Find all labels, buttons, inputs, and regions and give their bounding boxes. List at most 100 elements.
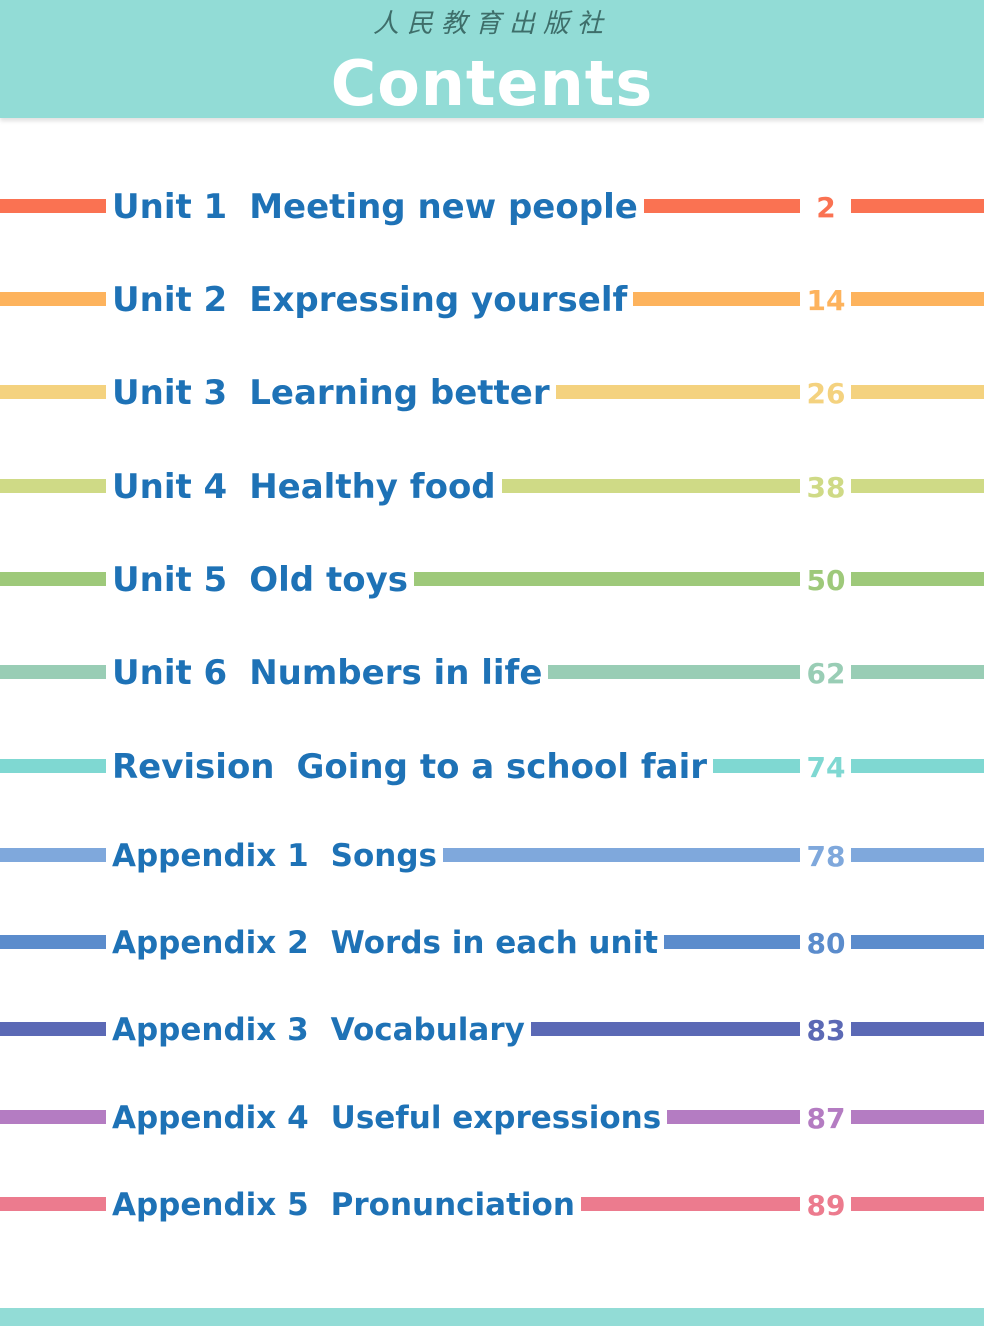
- toc-entry[interactable]: Appendix 5 Pronunciation 89: [0, 1175, 984, 1235]
- publisher-logo: 人民教育出版社: [372, 9, 611, 39]
- toc-entry-label: Appendix 1 Songs: [112, 826, 437, 886]
- color-bar-right: [851, 292, 984, 306]
- toc-entry-number: Appendix 5: [112, 1187, 309, 1223]
- color-bar-right: [851, 1110, 984, 1124]
- leader-bar: [414, 572, 800, 586]
- color-bar-right: [851, 479, 984, 493]
- toc-entry-page-number: 38: [806, 470, 846, 504]
- toc-entry-title: Learning better: [249, 373, 550, 413]
- toc-entry-label: Revision Going to a school fair: [112, 737, 707, 797]
- color-bar-right: [851, 385, 984, 399]
- toc-entry-page-number: 50: [806, 563, 846, 597]
- toc-entry-number: Unit 3: [112, 373, 228, 413]
- toc-entry-page-number: 80: [806, 926, 846, 960]
- toc-entry-title: Pronunciation: [330, 1187, 575, 1223]
- toc-entry-page-number: 74: [806, 750, 846, 784]
- toc-entry-label: Appendix 5 Pronunciation: [112, 1175, 575, 1235]
- toc-entry-number: Unit 2: [112, 280, 228, 320]
- toc-entry-label: Unit 1 Meeting new people: [112, 177, 638, 237]
- color-bar-left: [0, 1022, 106, 1036]
- toc-entry[interactable]: Unit 3 Learning better 26: [0, 363, 984, 423]
- toc-entry-title: Going to a school fair: [296, 747, 708, 787]
- toc-entry-title: Numbers in life: [249, 653, 543, 693]
- toc-entry[interactable]: Appendix 1 Songs 78: [0, 826, 984, 886]
- leader-bar: [556, 385, 800, 399]
- toc-entry-title: Meeting new people: [249, 187, 638, 227]
- toc-entry[interactable]: Unit 6 Numbers in life 62: [0, 643, 984, 703]
- toc-entry-page-number: 14: [806, 283, 846, 317]
- toc-entry-title: Healthy food: [249, 467, 496, 507]
- toc-entry-page-number: 83: [806, 1013, 846, 1047]
- toc-entry-number: Appendix 1: [112, 838, 309, 874]
- toc-entry[interactable]: Appendix 3 Vocabulary 83: [0, 1000, 984, 1060]
- color-bar-left: [0, 292, 106, 306]
- leader-bar: [548, 665, 800, 679]
- toc-entry[interactable]: Unit 1 Meeting new people 2: [0, 177, 984, 237]
- toc-entry[interactable]: Unit 2 Expressing yourself 14: [0, 270, 984, 330]
- leader-bar: [581, 1197, 800, 1211]
- toc-entry-title: Old toys: [249, 560, 408, 600]
- toc-entry-label: Appendix 2 Words in each unit: [112, 913, 658, 973]
- color-bar-left: [0, 665, 106, 679]
- toc-entry-label: Unit 3 Learning better: [112, 363, 550, 423]
- color-bar-right: [851, 572, 984, 586]
- leader-bar: [667, 1110, 800, 1124]
- toc-entry[interactable]: Revision Going to a school fair 74: [0, 737, 984, 797]
- toc-entry-number: Unit 6: [112, 653, 228, 693]
- toc-entry-page-number: 78: [806, 839, 846, 873]
- toc-entry-label: Unit 5 Old toys: [112, 550, 408, 610]
- footer-bar: [0, 1308, 984, 1326]
- color-bar-left: [0, 848, 106, 862]
- toc-entry-number: Unit 5: [112, 560, 228, 600]
- toc-entry[interactable]: Unit 5 Old toys 50: [0, 550, 984, 610]
- toc-entry-number: Unit 4: [112, 467, 228, 507]
- leader-bar: [713, 759, 800, 773]
- toc-entry[interactable]: Appendix 4 Useful expressions 87: [0, 1088, 984, 1148]
- toc-entry-page-number: 2: [816, 190, 836, 224]
- leader-bar: [644, 199, 800, 213]
- leader-bar: [531, 1022, 800, 1036]
- toc-entry-title: Songs: [330, 838, 437, 874]
- color-bar-left: [0, 199, 106, 213]
- leader-bar: [633, 292, 800, 306]
- toc-entry-page-number: 89: [806, 1188, 846, 1222]
- color-bar-left: [0, 479, 106, 493]
- toc-entry-label: Unit 6 Numbers in life: [112, 643, 542, 703]
- leader-bar: [664, 935, 800, 949]
- leader-bar: [443, 848, 800, 862]
- color-bar-right: [851, 1022, 984, 1036]
- color-bar-left: [0, 572, 106, 586]
- page-title: Contents: [330, 47, 654, 120]
- color-bar-right: [851, 759, 984, 773]
- toc-entry-number: Appendix 2: [112, 925, 309, 961]
- toc-entry-title: Vocabulary: [330, 1012, 525, 1048]
- color-bar-right: [851, 199, 984, 213]
- color-bar-right: [851, 848, 984, 862]
- color-bar-left: [0, 935, 106, 949]
- toc-entry-title: Expressing yourself: [249, 280, 628, 320]
- color-bar-left: [0, 1197, 106, 1211]
- toc-entry-label: Unit 2 Expressing yourself: [112, 270, 627, 330]
- color-bar-right: [851, 1197, 984, 1211]
- toc-entry-page-number: 62: [806, 656, 846, 690]
- toc-entry-number: Revision: [112, 747, 275, 787]
- color-bar-right: [851, 665, 984, 679]
- color-bar-left: [0, 385, 106, 399]
- toc-entry-number: Unit 1: [112, 187, 228, 227]
- color-bar-left: [0, 759, 106, 773]
- toc-entry-title: Useful expressions: [330, 1100, 662, 1136]
- toc-entry[interactable]: Appendix 2 Words in each unit 80: [0, 913, 984, 973]
- toc-entry-number: Appendix 3: [112, 1012, 309, 1048]
- toc-entry-label: Unit 4 Healthy food: [112, 457, 496, 517]
- header-banner: 人民教育出版社 Contents: [0, 0, 984, 120]
- toc-entry-title: Words in each unit: [330, 925, 659, 961]
- color-bar-right: [851, 935, 984, 949]
- toc-entry-label: Appendix 3 Vocabulary: [112, 1000, 525, 1060]
- toc-entry-page-number: 87: [806, 1101, 846, 1135]
- toc-entry-label: Appendix 4 Useful expressions: [112, 1088, 661, 1148]
- leader-bar: [502, 479, 800, 493]
- color-bar-left: [0, 1110, 106, 1124]
- toc-entry-page-number: 26: [806, 376, 846, 410]
- toc-entry-number: Appendix 4: [112, 1100, 309, 1136]
- toc-entry[interactable]: Unit 4 Healthy food 38: [0, 457, 984, 517]
